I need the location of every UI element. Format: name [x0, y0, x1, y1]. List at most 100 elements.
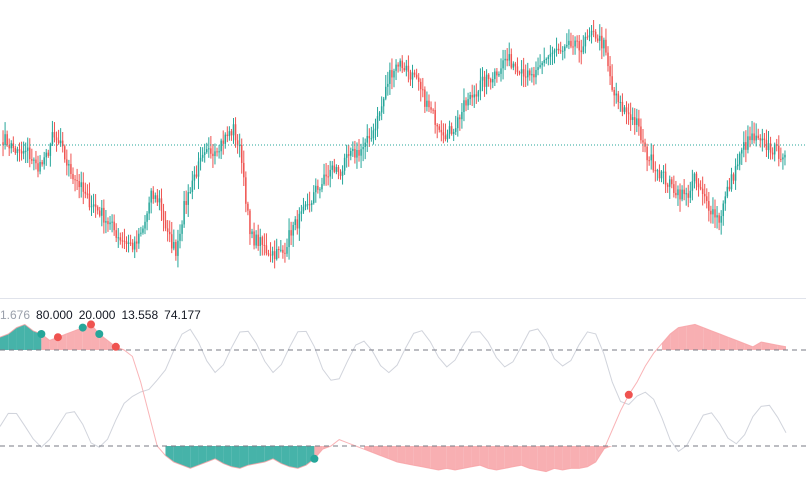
candle-body — [524, 76, 527, 78]
candle — [391, 58, 393, 90]
oversold-fill — [397, 446, 406, 464]
candle — [125, 236, 128, 253]
candle — [350, 147, 352, 161]
candle — [96, 205, 99, 215]
legend-value-1: 1.676 — [0, 308, 31, 322]
candle — [401, 55, 403, 74]
candle — [599, 24, 601, 51]
candle-body — [304, 204, 307, 207]
candle-body — [308, 204, 311, 206]
candle — [282, 245, 284, 259]
candle — [243, 150, 245, 187]
candle-body — [57, 140, 60, 144]
candle-body — [411, 72, 414, 80]
candle-body — [586, 36, 589, 38]
candle — [94, 194, 97, 218]
candle-body — [494, 71, 496, 80]
candle — [681, 185, 683, 202]
candle-body — [529, 70, 531, 76]
candle-body — [454, 128, 457, 132]
candle — [457, 110, 459, 137]
candle — [778, 135, 780, 167]
candle — [734, 158, 737, 190]
candle-body — [140, 232, 142, 234]
candle-body — [370, 138, 373, 140]
oversold-fill — [165, 446, 174, 462]
candle — [784, 150, 786, 166]
overbought-fill — [711, 330, 720, 350]
candle-body — [771, 152, 774, 155]
candle — [360, 143, 362, 169]
candle — [389, 62, 391, 95]
candle — [450, 122, 453, 136]
candle-body — [485, 74, 488, 87]
candle-body — [319, 189, 321, 191]
candle-body — [765, 139, 768, 151]
signal-dot — [53, 333, 62, 342]
candle-body — [613, 89, 615, 96]
oversold-fill — [198, 446, 207, 466]
candle-body — [35, 159, 37, 164]
candle-body — [66, 159, 68, 166]
candle-body — [716, 215, 718, 218]
candle — [203, 143, 206, 163]
candle-body — [689, 190, 692, 198]
candle-body — [210, 148, 212, 154]
candle — [695, 171, 698, 191]
candle — [26, 137, 29, 163]
candle-body — [430, 107, 432, 110]
candle — [454, 115, 457, 136]
candle — [164, 211, 167, 232]
candle — [238, 133, 241, 158]
candle — [64, 144, 66, 163]
candle — [420, 78, 422, 102]
candle — [245, 171, 247, 213]
candle — [51, 120, 54, 147]
candle — [302, 197, 305, 214]
candle — [603, 37, 605, 57]
candle-body — [741, 149, 743, 154]
candle-body — [780, 158, 782, 160]
candle — [417, 73, 420, 91]
overbought-fill — [752, 342, 762, 350]
candle — [775, 138, 778, 152]
candle — [623, 105, 626, 115]
candle-body — [395, 64, 397, 71]
candle — [175, 239, 177, 261]
oversold-fill — [364, 446, 373, 453]
candle-body — [465, 100, 467, 106]
candle — [362, 137, 364, 162]
candle — [205, 142, 208, 154]
candle — [586, 29, 589, 40]
candle — [436, 123, 438, 139]
indicator-legend: 1.676 80.000 20.000 13.558 74.177 — [0, 308, 201, 322]
candle-body — [29, 147, 31, 160]
candle-body — [216, 151, 218, 153]
candle-body — [59, 140, 62, 144]
candle — [625, 101, 628, 125]
candle — [107, 217, 109, 232]
candle-body — [461, 112, 463, 120]
oversold-fill — [455, 446, 464, 470]
candle — [559, 41, 562, 54]
candle-body — [368, 135, 371, 139]
candle-body — [679, 189, 681, 200]
candle — [687, 184, 690, 208]
candle-body — [417, 77, 420, 82]
candle — [662, 165, 665, 185]
candle — [6, 130, 8, 147]
candle — [101, 200, 103, 227]
candle — [395, 59, 397, 81]
candle — [333, 158, 336, 174]
candle — [502, 49, 504, 80]
candle-body — [625, 107, 628, 113]
candle-body — [236, 140, 239, 146]
oversold-fill — [273, 446, 282, 464]
candle-body — [588, 35, 591, 38]
candle-body — [333, 165, 336, 172]
candle-body — [259, 237, 261, 246]
candle — [481, 67, 484, 92]
candle — [123, 228, 126, 250]
candle — [131, 239, 134, 253]
candle-body — [469, 94, 471, 100]
